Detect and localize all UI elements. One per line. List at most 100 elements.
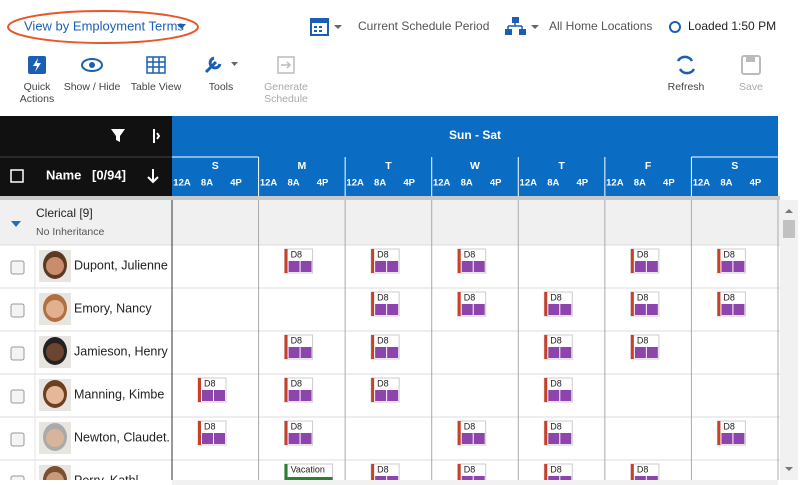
name-cell: Newton, Claudet...: [74, 430, 177, 444]
shift-label: D8: [377, 249, 389, 259]
shift[interactable]: D8: [543, 463, 573, 485]
shift-label: D8: [637, 249, 649, 259]
shift[interactable]: D8: [543, 334, 573, 360]
shift[interactable]: D8: [457, 291, 487, 317]
shift[interactable]: D8: [543, 291, 573, 317]
toolbar-label[interactable]: Refresh: [668, 81, 705, 93]
shift[interactable]: D8: [284, 420, 314, 446]
toolbar-label[interactable]: Show / Hide: [64, 81, 121, 93]
shift[interactable]: D8: [457, 420, 487, 446]
employee-name[interactable]: Newton, Claudet...: [74, 430, 177, 444]
schedule-period[interactable]: Current Schedule Period: [358, 19, 489, 33]
shift[interactable]: D8: [284, 334, 314, 360]
shift[interactable]: D8: [457, 248, 487, 274]
shift-bar: [646, 476, 658, 480]
name-header[interactable]: Name: [46, 167, 81, 182]
select-all-checkbox[interactable]: [10, 169, 24, 183]
row-checkbox[interactable]: [10, 475, 25, 485]
shift-marker: [198, 421, 201, 445]
employee-name[interactable]: Manning, Kimbe: [74, 387, 164, 401]
tools-icon[interactable]: [204, 56, 238, 74]
location-icon[interactable]: [505, 17, 526, 35]
shift-bar: [548, 347, 560, 358]
employee-name[interactable]: Emory, Nancy: [74, 301, 152, 315]
shift-bar: [721, 433, 733, 444]
view-selector[interactable]: View by Employment Terms: [24, 18, 184, 33]
time-label: 12A: [606, 178, 624, 189]
shift-bar: [288, 433, 300, 444]
shift[interactable]: D8: [284, 248, 314, 274]
row-checkbox[interactable]: [10, 260, 25, 275]
shift[interactable]: D8: [630, 463, 660, 485]
day-label: F: [645, 160, 652, 172]
name-cell: Jamieson, Henry: [74, 344, 169, 358]
shift[interactable]: D8: [630, 248, 660, 274]
time-label: 12A: [520, 178, 538, 189]
shift[interactable]: Vacation: [284, 463, 334, 485]
shift[interactable]: D8: [197, 377, 227, 403]
shift[interactable]: D8: [370, 291, 400, 317]
shift[interactable]: D8: [716, 248, 746, 274]
calendar-icon[interactable]: [310, 18, 329, 36]
shift[interactable]: D8: [716, 420, 746, 446]
locations[interactable]: All Home Locations: [549, 19, 652, 33]
shift[interactable]: D8: [457, 463, 487, 485]
shift-marker: [544, 335, 548, 359]
shift[interactable]: D8: [370, 334, 400, 360]
row-checkbox[interactable]: [10, 432, 25, 447]
time-label: 4P: [230, 178, 242, 189]
toolbar-label[interactable]: Quick: [24, 81, 52, 93]
time-label: 12A: [433, 178, 451, 189]
shift-bar: [560, 390, 572, 401]
table-view-icon[interactable]: [146, 56, 166, 74]
range: Sun - Sat: [449, 128, 501, 142]
time-label: 4P: [490, 178, 502, 189]
shift-marker: [457, 464, 461, 480]
shift-bar: [387, 476, 399, 480]
dropdown-arrow[interactable]: [177, 24, 186, 29]
row-checkbox[interactable]: [10, 303, 25, 318]
shift-bar: [461, 261, 473, 272]
group-toggle[interactable]: [11, 221, 21, 227]
show-hide-icon[interactable]: [81, 58, 103, 72]
v-scroll-thumb[interactable]: [783, 220, 795, 238]
shift-marker: [284, 335, 288, 359]
row-checkbox[interactable]: [10, 346, 25, 361]
row-checkbox[interactable]: [10, 389, 25, 404]
toolbar-label[interactable]: Table View: [131, 81, 182, 93]
shift[interactable]: D8: [543, 420, 573, 446]
shift[interactable]: D8: [543, 377, 573, 403]
shift-label: D8: [377, 292, 389, 302]
employee-name[interactable]: Jamieson, Henry: [74, 344, 169, 358]
shift-bar: [560, 304, 572, 315]
shift[interactable]: D8: [630, 334, 660, 360]
refresh-icon[interactable]: [676, 55, 696, 75]
shift-label: Vacation: [291, 464, 325, 474]
toolbar-label[interactable]: Tools: [209, 81, 234, 93]
toolbar-label[interactable]: Actions: [20, 93, 54, 105]
shift-bar: [560, 476, 572, 480]
filter-icon[interactable]: [111, 129, 125, 142]
dropdown-arrow[interactable]: [531, 25, 539, 29]
highlight: [7, 10, 199, 44]
shift[interactable]: D8: [370, 463, 400, 485]
day-label: W: [470, 160, 480, 172]
collapse-icon[interactable]: [153, 129, 161, 143]
h-scrollbar[interactable]: [172, 480, 778, 485]
employee-name[interactable]: Perry, Kathl: [74, 473, 138, 485]
shift[interactable]: D8: [370, 248, 400, 274]
v-scrollbar[interactable]: [780, 200, 798, 480]
shift-bar: [646, 347, 658, 358]
count: [0/94]: [92, 167, 126, 182]
shift[interactable]: D8: [284, 377, 314, 403]
shift-label: D8: [204, 378, 216, 388]
dropdown-arrow[interactable]: [334, 25, 342, 29]
employee-name[interactable]: Dupont, Julienne: [74, 258, 168, 272]
shift-marker: [544, 292, 548, 316]
shift[interactable]: D8: [716, 291, 746, 317]
shift[interactable]: D8: [197, 420, 227, 446]
shift[interactable]: D8: [370, 377, 400, 403]
shift[interactable]: D8: [630, 291, 660, 317]
quick-actions-icon[interactable]: [28, 56, 46, 74]
sort-icon[interactable]: [147, 169, 159, 184]
